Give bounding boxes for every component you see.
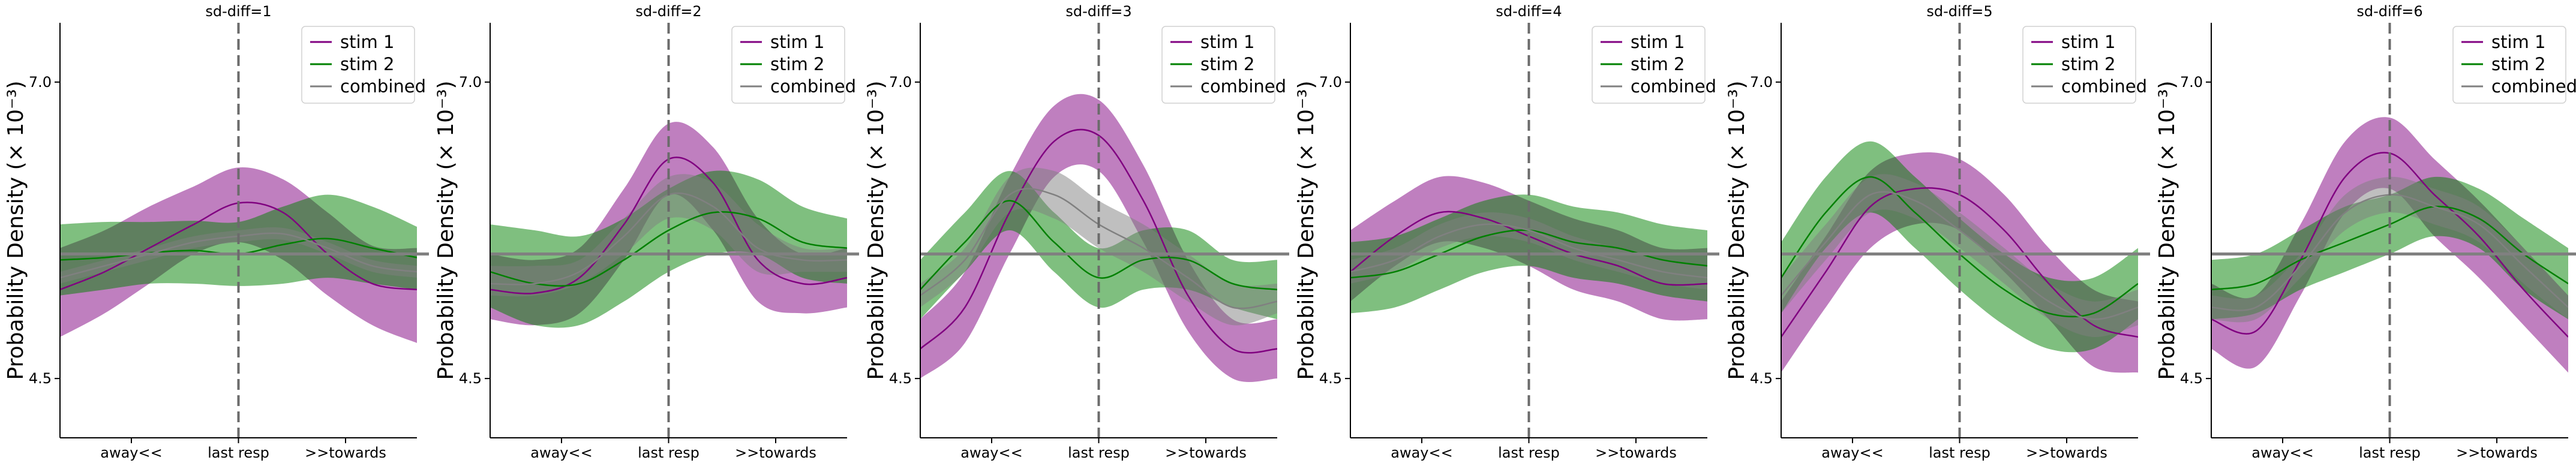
legend-label: combined (340, 76, 426, 97)
panel-title: sd-diff=5 (1926, 3, 1992, 20)
panel-4: 4.5 7.0 away<< last resp >>towards sd-diff=4 P… (1294, 3, 1719, 461)
y-axis-label: Probability Density (× 10⁻³) (2155, 81, 2179, 380)
x-tick-label: away<< (2251, 444, 2313, 461)
panel-title: sd-diff=4 (1496, 3, 1562, 20)
x-tick-label: >>towards (2456, 444, 2538, 461)
y-tick-label: 7.0 (29, 74, 52, 91)
legend-label: stim 1 (1200, 32, 1254, 52)
x-tick-label: last resp (208, 444, 269, 461)
legend-label: stim 2 (1631, 54, 1685, 74)
y-tick-label: 4.5 (1319, 370, 1342, 387)
panel-title: sd-diff=6 (2356, 3, 2422, 20)
plot-area (920, 94, 1277, 383)
panel-title: sd-diff=2 (635, 3, 701, 20)
panel-2: 4.5 7.0 away<< last resp >>towards sd-diff=2 P… (434, 3, 859, 461)
legend-box (2022, 26, 2136, 104)
band-stim-2 (60, 194, 417, 296)
y-axis-label: Probability Density (× 10⁻³) (4, 81, 28, 380)
y-tick-label: 7.0 (889, 74, 912, 91)
legend-label: stim 2 (770, 54, 824, 74)
legend-label: stim 1 (340, 32, 394, 52)
x-tick-label: >>towards (1165, 444, 1247, 461)
panel-3: 4.5 7.0 away<< last resp >>towards sd-diff=3 P… (864, 3, 1289, 461)
legend-box (2452, 26, 2566, 104)
x-tick-label: last resp (1498, 444, 1560, 461)
legend-label: combined (2061, 76, 2147, 97)
band-stim-1 (60, 167, 417, 343)
band-combined (1350, 212, 1707, 290)
legend-label: combined (770, 76, 856, 97)
y-tick-label: 7.0 (2180, 74, 2203, 91)
x-tick-label: >>towards (1595, 444, 1677, 461)
x-tick-label: >>towards (2026, 444, 2107, 461)
band-combined (2211, 176, 2568, 323)
legend-label: stim 1 (2491, 32, 2545, 52)
x-tick-label: last resp (638, 444, 699, 461)
legend-label: stim 1 (770, 32, 824, 52)
y-axis-label: Probability Density (× 10⁻³) (1725, 81, 1749, 380)
line-stim-2 (920, 200, 1277, 291)
x-tick-label: away<< (530, 444, 592, 461)
legend-label: combined (1200, 76, 1286, 97)
band-combined (490, 174, 847, 297)
panel-6: 4.5 7.0 away<< last resp >>towards sd-diff=6 P… (2155, 3, 2576, 461)
y-tick-label: 7.0 (1319, 74, 1342, 91)
legend-label: stim 2 (2061, 54, 2115, 74)
legend-label: stim 1 (2061, 32, 2115, 52)
legend-box (301, 26, 415, 104)
y-axis-label: Probability Density (× 10⁻³) (434, 81, 458, 380)
panel-5: 4.5 7.0 away<< last resp >>towards sd-diff=5 P… (1725, 3, 2150, 461)
x-tick-label: >>towards (735, 444, 816, 461)
x-tick-label: last resp (1929, 444, 1990, 461)
panel-1: 4.5 7.0 away<< last resp >>towards sd-diff=1 P… (4, 3, 429, 461)
legend-label: stim 2 (1200, 54, 1254, 74)
y-tick-label: 4.5 (29, 370, 52, 387)
legend-box (731, 26, 845, 104)
y-tick-label: 4.5 (889, 370, 912, 387)
band-stim-2 (490, 170, 847, 328)
y-tick-label: 7.0 (459, 74, 482, 91)
band-stim-1 (920, 94, 1277, 383)
x-tick-label: last resp (1068, 444, 1130, 461)
y-tick-label: 4.5 (459, 370, 482, 387)
legend-box (1161, 26, 1275, 104)
plot-area (490, 122, 847, 328)
legend-box (1592, 26, 1706, 104)
y-tick-label: 7.0 (1750, 74, 1773, 91)
y-axis-label: Probability Density (× 10⁻³) (864, 81, 888, 380)
legend-label: combined (1631, 76, 1716, 97)
x-tick-label: away<< (960, 444, 1022, 461)
x-tick-label: away<< (1391, 444, 1452, 461)
band-combined (920, 167, 1277, 326)
y-tick-label: 4.5 (1750, 370, 1773, 387)
legend-label: combined (2491, 76, 2576, 97)
legend-label: stim 2 (340, 54, 394, 74)
band-combined (1781, 174, 2138, 338)
panel-title: sd-diff=1 (205, 3, 271, 20)
line-stim-2 (490, 211, 847, 287)
x-tick-label: away<< (1821, 444, 1883, 461)
x-tick-label: last resp (2359, 444, 2421, 461)
line-combined (1781, 191, 2138, 320)
y-axis-label: Probability Density (× 10⁻³) (1294, 81, 1319, 380)
panel-title: sd-diff=3 (1065, 3, 1131, 20)
legend-label: stim 1 (1631, 32, 1685, 52)
y-tick-label: 4.5 (2180, 370, 2203, 387)
x-tick-label: >>towards (305, 444, 386, 461)
line-stim-1 (920, 128, 1277, 354)
line-combined (920, 188, 1277, 309)
line-stim-2 (1781, 176, 2138, 318)
x-tick-label: away<< (100, 444, 162, 461)
legend-label: stim 2 (2491, 54, 2545, 74)
